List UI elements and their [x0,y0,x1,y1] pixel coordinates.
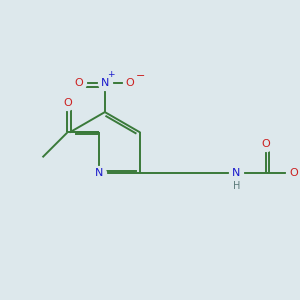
Text: H: H [233,181,240,190]
Text: O: O [289,168,298,178]
Text: O: O [261,139,270,149]
Text: O: O [125,78,134,88]
Text: O: O [74,78,83,88]
Text: N: N [101,78,109,88]
Text: N: N [232,168,241,178]
Text: O: O [63,98,72,108]
Text: +: + [107,70,115,79]
Text: −: − [136,71,146,82]
Text: N: N [95,168,103,178]
